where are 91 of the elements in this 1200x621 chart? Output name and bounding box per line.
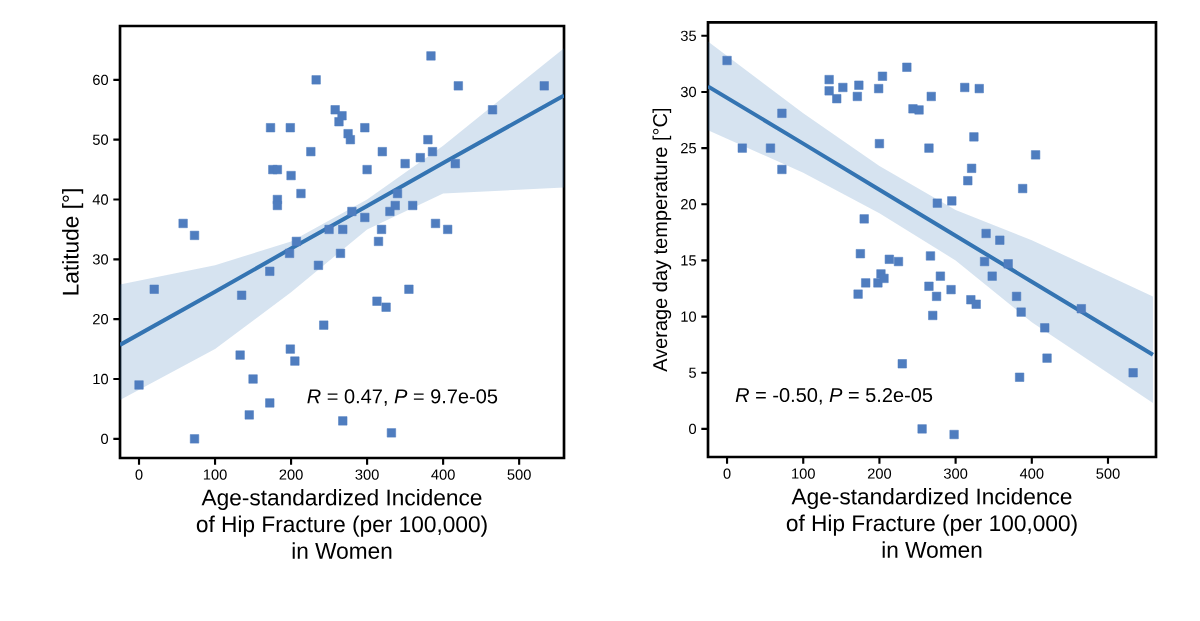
line-series — [708, 84, 1155, 357]
point — [853, 289, 863, 299]
point — [917, 424, 927, 434]
y-tick-label: 10 — [681, 311, 697, 322]
point — [874, 139, 884, 149]
y-tick-label: 30 — [92, 254, 109, 265]
point — [777, 108, 787, 118]
point — [722, 55, 732, 66]
point — [949, 429, 959, 440]
y-tick-label: 20 — [681, 199, 697, 210]
y-axis-title: Average day temperature [°C] — [652, 108, 672, 372]
point — [987, 271, 997, 281]
y-tick-label: 0 — [689, 423, 697, 435]
x-axis-title: Age-standardized Incidence of Hip Fracture (per 100,000) in Women — [196, 488, 487, 559]
point — [1128, 368, 1138, 378]
point — [980, 257, 990, 267]
point — [928, 310, 938, 321]
point — [879, 273, 889, 283]
point — [960, 82, 970, 93]
point — [777, 164, 787, 174]
point — [902, 62, 912, 72]
point — [932, 198, 942, 208]
point — [1012, 291, 1022, 301]
point — [924, 143, 934, 153]
y-axis-title: Latitude [°] — [62, 189, 84, 295]
point — [995, 235, 1005, 245]
point — [946, 285, 956, 295]
y-tick-label: 20 — [93, 314, 109, 325]
x-tick-label: 400 — [431, 469, 455, 480]
x-tick-label: 200 — [279, 469, 303, 480]
point — [855, 249, 865, 259]
point — [737, 143, 747, 153]
point — [832, 94, 842, 104]
point — [1040, 323, 1050, 333]
point — [854, 80, 864, 90]
point — [884, 254, 894, 264]
point — [924, 281, 934, 291]
y-tick-label: 35 — [680, 30, 696, 41]
point — [1042, 353, 1052, 363]
point — [1018, 184, 1028, 194]
point — [874, 84, 884, 94]
point — [838, 82, 848, 93]
x-tick-label: 0 — [135, 469, 143, 480]
x-axis-title: Age-standardized Incidence of Hip Fracture (per 100,000) in Women — [786, 487, 1077, 558]
x-tick-label: 500 — [507, 469, 531, 480]
y-tick-label: 5 — [689, 367, 696, 378]
y-tick-label: 0 — [101, 433, 109, 445]
y-tick-label: 15 — [681, 255, 696, 266]
point — [861, 278, 871, 288]
x-tick-label: 300 — [943, 468, 968, 479]
x-tick-label: 0 — [723, 468, 731, 479]
point — [914, 105, 924, 115]
y-tick-label: 40 — [92, 194, 109, 205]
x-tick-label: 200 — [867, 468, 892, 479]
line-series — [120, 93, 565, 347]
point — [824, 86, 834, 96]
point — [824, 75, 834, 85]
annotation: R = -0.50, P = 5.2e-05 — [735, 387, 933, 405]
x-tick-label: 100 — [792, 468, 815, 479]
point — [981, 228, 991, 239]
point — [877, 71, 888, 81]
y-tick-label: 60 — [93, 74, 109, 86]
point — [967, 163, 977, 173]
point — [935, 271, 945, 281]
y-tick-label: 10 — [93, 373, 109, 385]
x-tick-label: 500 — [1096, 468, 1120, 479]
point — [926, 91, 936, 101]
point — [925, 251, 936, 261]
point — [1076, 304, 1086, 314]
y-tick-label: 25 — [681, 142, 696, 154]
point — [932, 291, 942, 301]
point — [963, 176, 973, 186]
point — [971, 299, 981, 309]
x-tick-label: 100 — [203, 469, 227, 480]
point — [1016, 307, 1026, 317]
point — [947, 196, 957, 206]
point — [852, 91, 862, 101]
point — [765, 143, 776, 153]
point — [897, 359, 907, 369]
point — [969, 132, 979, 142]
point — [1031, 150, 1041, 160]
point — [893, 257, 904, 267]
y-tick-label: 30 — [680, 86, 697, 98]
point — [859, 214, 869, 224]
y-tick-label: 50 — [92, 134, 109, 145]
x-tick-label: 400 — [1019, 468, 1044, 479]
annotation: R = 0.47, P = 9.7e-05 — [307, 389, 498, 406]
point — [1015, 372, 1025, 382]
point — [1003, 259, 1013, 269]
x-tick-label: 300 — [355, 469, 379, 480]
point — [974, 84, 984, 94]
